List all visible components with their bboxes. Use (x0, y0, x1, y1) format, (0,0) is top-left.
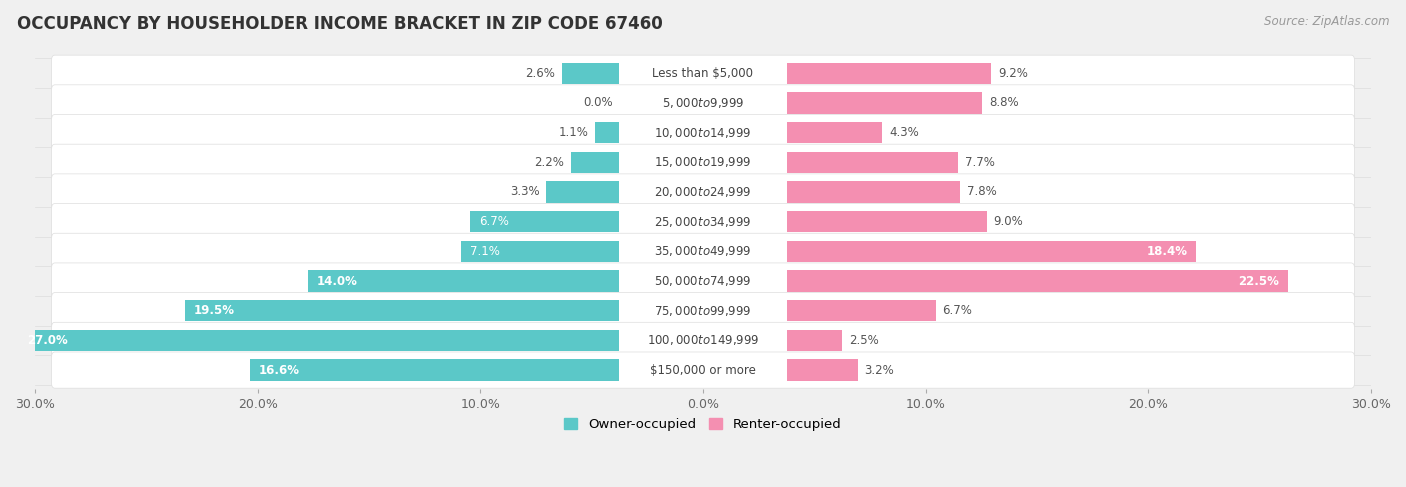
FancyBboxPatch shape (52, 293, 1354, 329)
Bar (308, 270, 620, 292)
Text: $35,000 to $49,999: $35,000 to $49,999 (654, 244, 752, 258)
Bar (786, 62, 991, 84)
Bar (786, 181, 960, 203)
Text: $25,000 to $34,999: $25,000 to $34,999 (654, 215, 752, 229)
Text: $50,000 to $74,999: $50,000 to $74,999 (654, 274, 752, 288)
Text: 27.0%: 27.0% (27, 334, 67, 347)
Bar (786, 92, 983, 113)
Bar (786, 330, 842, 351)
Text: 2.5%: 2.5% (849, 334, 879, 347)
Bar (786, 151, 957, 173)
Bar (786, 300, 936, 321)
Text: Source: ZipAtlas.com: Source: ZipAtlas.com (1264, 15, 1389, 28)
FancyBboxPatch shape (52, 204, 1354, 240)
Text: 2.2%: 2.2% (534, 156, 564, 169)
Text: 4.3%: 4.3% (889, 126, 918, 139)
Text: 0.0%: 0.0% (583, 96, 613, 110)
Text: 16.6%: 16.6% (259, 364, 299, 376)
FancyBboxPatch shape (52, 55, 1354, 92)
FancyBboxPatch shape (52, 233, 1354, 269)
Bar (461, 241, 620, 262)
FancyBboxPatch shape (52, 114, 1354, 151)
Bar (561, 62, 620, 84)
Bar (18, 330, 620, 351)
Text: 14.0%: 14.0% (316, 275, 357, 287)
Text: 6.7%: 6.7% (479, 215, 509, 228)
Bar (546, 181, 620, 203)
Bar (250, 359, 620, 381)
Text: 2.6%: 2.6% (524, 67, 555, 80)
Bar (786, 270, 1288, 292)
Text: Less than $5,000: Less than $5,000 (652, 67, 754, 80)
Text: 18.4%: 18.4% (1146, 245, 1187, 258)
FancyBboxPatch shape (52, 352, 1354, 388)
FancyBboxPatch shape (52, 174, 1354, 210)
Bar (786, 211, 987, 232)
FancyBboxPatch shape (52, 322, 1354, 358)
Text: 1.1%: 1.1% (558, 126, 588, 139)
Text: $20,000 to $24,999: $20,000 to $24,999 (654, 185, 752, 199)
Text: $100,000 to $149,999: $100,000 to $149,999 (647, 334, 759, 347)
Text: 9.0%: 9.0% (994, 215, 1024, 228)
Text: 3.3%: 3.3% (510, 186, 540, 199)
Text: 19.5%: 19.5% (194, 304, 235, 317)
Text: 7.8%: 7.8% (967, 186, 997, 199)
Bar (595, 122, 620, 143)
Text: 8.8%: 8.8% (990, 96, 1019, 110)
Text: $150,000 or more: $150,000 or more (650, 364, 756, 376)
Text: OCCUPANCY BY HOUSEHOLDER INCOME BRACKET IN ZIP CODE 67460: OCCUPANCY BY HOUSEHOLDER INCOME BRACKET … (17, 15, 662, 33)
Text: 7.1%: 7.1% (470, 245, 501, 258)
Bar (186, 300, 620, 321)
Text: $15,000 to $19,999: $15,000 to $19,999 (654, 155, 752, 169)
Text: 7.7%: 7.7% (965, 156, 994, 169)
FancyBboxPatch shape (52, 144, 1354, 180)
Bar (571, 151, 620, 173)
Legend: Owner-occupied, Renter-occupied: Owner-occupied, Renter-occupied (560, 413, 846, 436)
FancyBboxPatch shape (52, 263, 1354, 299)
Bar (786, 241, 1197, 262)
Text: 9.2%: 9.2% (998, 67, 1028, 80)
Text: 3.2%: 3.2% (865, 364, 894, 376)
Text: 6.7%: 6.7% (942, 304, 973, 317)
Bar (786, 122, 882, 143)
Text: $5,000 to $9,999: $5,000 to $9,999 (662, 96, 744, 110)
FancyBboxPatch shape (52, 85, 1354, 121)
Text: $75,000 to $99,999: $75,000 to $99,999 (654, 304, 752, 318)
Text: 22.5%: 22.5% (1237, 275, 1278, 287)
Bar (786, 359, 858, 381)
Text: $10,000 to $14,999: $10,000 to $14,999 (654, 126, 752, 140)
Bar (470, 211, 620, 232)
